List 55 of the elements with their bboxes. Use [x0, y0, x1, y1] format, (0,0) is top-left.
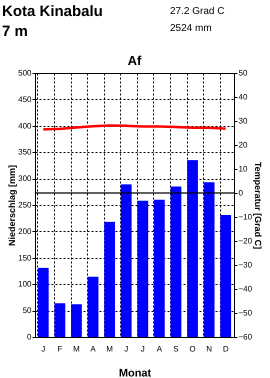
text: 2524 mm: [170, 23, 212, 34]
bar: [170, 186, 182, 337]
bar: [104, 222, 116, 337]
y2-tick-label: −60: [238, 332, 253, 342]
x-tick-label: J: [140, 344, 145, 354]
bar: [137, 200, 148, 337]
y-tick-label: 150: [18, 253, 32, 262]
bar: [88, 276, 98, 337]
y2-tick-label: −50: [238, 308, 253, 318]
x-tick-label: M: [106, 344, 114, 354]
y2-axis-title: Temperatur [Grad C]: [253, 162, 264, 250]
x-tick-label: A: [90, 344, 96, 354]
x-tick-label: M: [73, 344, 80, 354]
x-tick-label: D: [222, 344, 229, 354]
bar: [204, 182, 215, 337]
x-tick-label: A: [156, 344, 163, 354]
y-tick-label: 200: [18, 226, 32, 236]
y-tick-label: 350: [18, 148, 32, 157]
bar: [120, 184, 132, 337]
x-tick-label: N: [206, 344, 212, 354]
text: Kota Kinabalu: [2, 3, 103, 20]
y-tick-label: 0: [27, 332, 32, 342]
y-tick-label: 300: [18, 174, 32, 184]
x-tick-label: O: [189, 344, 196, 354]
y2-tick-label: −30: [238, 260, 253, 270]
y2-tick-label: 0: [238, 188, 244, 198]
y-tick-label: 400: [18, 121, 32, 130]
y2-tick-label: 30: [238, 116, 248, 126]
bar: [220, 215, 232, 337]
bar: [54, 303, 66, 337]
y2-tick-label: 20: [238, 140, 248, 150]
y-tick-label: 100: [18, 280, 32, 289]
bar: [38, 268, 49, 337]
x-axis-title: Monat: [118, 368, 152, 378]
bar: [71, 304, 82, 337]
y2-tick-label: −40: [238, 284, 253, 294]
y-axis-title: Niederschlag [mm]: [7, 164, 18, 246]
y-tick-label: 250: [18, 200, 32, 210]
y2-tick-label: 50: [238, 68, 248, 78]
x-tick-label: S: [173, 344, 179, 354]
bar: [154, 200, 165, 337]
text: 27.2 Grad C: [170, 6, 224, 17]
bar: [187, 160, 198, 337]
y-tick-label: 50: [22, 306, 32, 316]
x-tick-label: J: [124, 344, 128, 354]
chart-title: Af: [128, 53, 142, 68]
y2-tick-label: −10: [238, 212, 253, 222]
y2-tick-label: 40: [238, 92, 248, 102]
y-tick-label: 500: [18, 68, 32, 78]
x-tick-label: F: [57, 344, 62, 354]
y2-tick-label: −20: [238, 236, 253, 246]
x-tick-label: J: [41, 344, 46, 354]
text: 7 m: [2, 23, 28, 40]
y2-tick-label: 10: [238, 164, 248, 174]
y-tick-label: 450: [18, 94, 32, 104]
